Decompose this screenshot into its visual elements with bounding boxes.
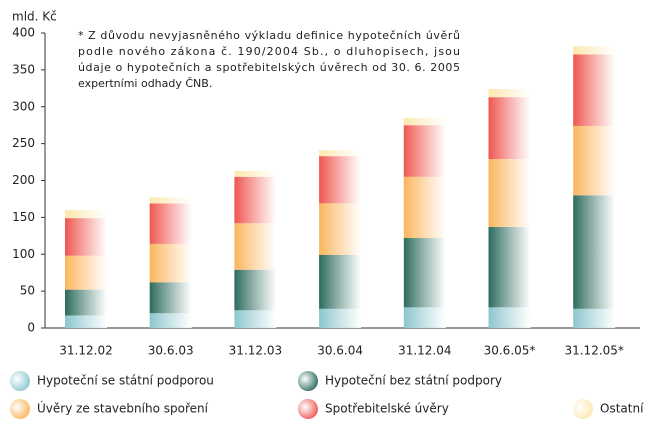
bar-segment (65, 289, 107, 316)
bar-segment (234, 176, 277, 224)
y-tick-label: 0 (27, 321, 35, 335)
bar-segment (488, 226, 531, 308)
bar-segment (319, 254, 362, 309)
bar-segment (488, 97, 531, 160)
y-tick-label: 300 (12, 99, 35, 113)
bar-segment (573, 195, 616, 309)
legend-label: Úvěry ze stavebního spoření (37, 401, 209, 416)
bar-segment (149, 203, 192, 244)
bar-segment (319, 308, 362, 328)
bar-segment (573, 125, 616, 196)
bar-segment (319, 203, 362, 255)
bar-segment (149, 243, 192, 283)
legend-label: Hypoteční se státní podporou (37, 374, 214, 388)
y-tick-label: 150 (12, 210, 35, 224)
bar-segment (488, 159, 531, 227)
x-tick-label: 30.6.05* (484, 344, 536, 358)
annotation: podle nového zákona č. 190/2004 Sb., o d… (78, 45, 460, 58)
bar-segment (234, 223, 277, 270)
bar-segment (65, 210, 107, 219)
bar-segment (573, 54, 616, 126)
bar-segment (319, 150, 362, 157)
legend-marker (573, 399, 593, 419)
bar-segment (488, 89, 531, 98)
x-tick-label: 31.12.04 (398, 344, 451, 358)
y-tick-label: 400 (12, 26, 35, 40)
x-tick-label: 30.6.04 (317, 344, 363, 358)
y-tick-label: 200 (12, 173, 35, 187)
bar-segment (234, 269, 277, 311)
bar-segment (65, 255, 107, 290)
y-tick-label: 350 (12, 62, 35, 76)
bar-segment (488, 307, 531, 328)
y-axis-label: mld. Kč (12, 10, 57, 24)
legend-label: Ostatní (600, 402, 644, 416)
bar-segment (234, 170, 277, 177)
annotation: údaje o hypotečních a spotřebitelských ú… (78, 61, 460, 74)
y-tick-label: 50 (20, 284, 35, 298)
bar-segment (403, 307, 446, 328)
annotation: * Z důvodu nevyjasněného výkladu definic… (78, 29, 460, 42)
legend-label: Spotřebitelské úvěry (325, 402, 449, 416)
bar-segment (65, 218, 107, 256)
x-tick-label: 31.12.05* (564, 344, 623, 358)
bar-segment (403, 125, 446, 177)
bar-segment (149, 197, 192, 204)
legend-marker (298, 371, 318, 391)
bar-segment (403, 117, 446, 126)
x-tick-label: 31.12.03 (229, 344, 282, 358)
bar-segment (403, 176, 446, 239)
legend-marker (10, 371, 30, 391)
legend-marker (298, 399, 318, 419)
legend-label: Hypoteční bez státní podpory (325, 374, 502, 388)
annotation: expertními odhady ČNB. (78, 77, 212, 90)
x-tick-label: 31.12.02 (59, 344, 112, 358)
y-tick-label: 250 (12, 136, 35, 150)
bar-segment (573, 46, 616, 55)
bar-segment (149, 282, 192, 314)
bar-segment (234, 310, 277, 328)
y-tick-label: 100 (12, 247, 35, 261)
legend-marker (10, 399, 30, 419)
bar-segment (149, 313, 192, 328)
bar-segment (573, 308, 616, 328)
bar-segment (65, 315, 107, 328)
x-tick-label: 30.6.03 (148, 344, 194, 358)
bar-segment (319, 156, 362, 204)
bar-segment (403, 238, 446, 308)
